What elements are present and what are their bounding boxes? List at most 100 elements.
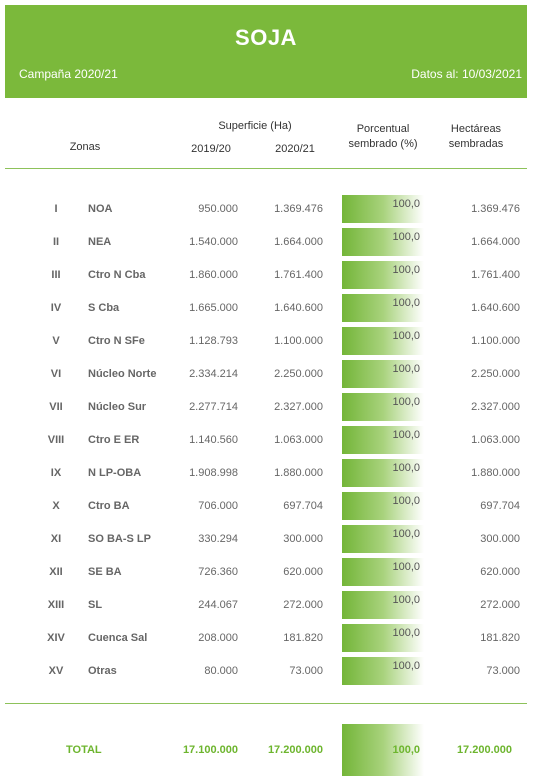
- hectareas-sembradas: 620.000: [480, 566, 520, 578]
- table-row: VIII Ctro E ER 1.140.560 1.063.000 100,0 1.06…: [0, 424, 554, 457]
- zone-number: XI: [50, 533, 62, 545]
- percent-box: 100,0: [342, 360, 424, 388]
- zone-name: Otras: [88, 665, 117, 677]
- percent-box: 100,0: [342, 228, 424, 256]
- header-divider: [5, 168, 527, 169]
- percent-box: 100,0: [342, 327, 424, 355]
- percent-value: 100,0: [392, 561, 420, 573]
- zone-name: SL: [88, 599, 103, 611]
- table-row: XIII SL 244.067 272.000 100,0 272.000: [0, 589, 554, 622]
- campaign-label: Campaña 2020/21: [19, 67, 118, 81]
- header-year-2019-20: 2019/20: [191, 143, 231, 155]
- header-hectareas-line2: sembradas: [448, 138, 504, 150]
- percent-box: 100,0: [342, 591, 424, 619]
- data-date-label: Datos al: 10/03/2021: [411, 67, 522, 81]
- zone-number: IV: [50, 302, 62, 314]
- zone-number: III: [51, 269, 61, 281]
- zone-name: SE BA: [88, 566, 122, 578]
- surface-2019-20: 2.334.214: [189, 368, 238, 380]
- surface-2019-20: 1.540.000: [189, 236, 238, 248]
- total-2019-20: 17.100.000: [182, 744, 238, 756]
- percent-value: 100,0: [392, 627, 420, 639]
- surface-2019-20: 726.360: [198, 566, 238, 578]
- zone-name: NEA: [88, 236, 112, 248]
- page-title: SOJA: [235, 25, 297, 50]
- percent-box: 100,0: [342, 426, 424, 454]
- surface-2020-21: 73.000: [289, 665, 323, 677]
- surface-2020-21: 272.000: [283, 599, 323, 611]
- table-row: XI SO BA-S LP 330.294 300.000 100,0 300.000: [0, 523, 554, 556]
- zone-name: Cuenca Sal: [88, 632, 148, 644]
- percent-box: 100,0: [342, 459, 424, 487]
- table-row: X Ctro BA 706.000 697.704 100,0 697.704: [0, 490, 554, 523]
- title-banner: SOJA Campaña 2020/21 Datos al: 10/03/202…: [5, 5, 527, 98]
- surface-2019-20: 80.000: [204, 665, 238, 677]
- hectareas-sembradas: 300.000: [480, 533, 520, 545]
- surface-2019-20: 706.000: [198, 500, 238, 512]
- percent-value: 100,0: [392, 594, 420, 606]
- hectareas-sembradas: 1.880.000: [471, 467, 520, 479]
- hectareas-sembradas: 181.820: [480, 632, 520, 644]
- surface-2019-20: 950.000: [198, 203, 238, 215]
- surface-2020-21: 620.000: [283, 566, 323, 578]
- percent-box: 100,0: [342, 492, 424, 520]
- hectareas-sembradas: 73.000: [486, 665, 520, 677]
- surface-2019-20: 1.128.793: [189, 335, 238, 347]
- zone-number: X: [52, 500, 60, 512]
- surface-2020-21: 2.250.000: [274, 368, 323, 380]
- percent-value: 100,0: [392, 528, 420, 540]
- percent-box: 100,0: [342, 393, 424, 421]
- surface-2019-20: 1.665.000: [189, 302, 238, 314]
- table-row: III Ctro N Cba 1.860.000 1.761.400 100,0 1.76…: [0, 259, 554, 292]
- header-hectareas-line1: Hectáreas: [450, 123, 502, 135]
- table-row: IX N LP-OBA 1.908.998 1.880.000 100,0 1.880.0…: [0, 457, 554, 490]
- header-zonas: Zonas: [69, 141, 101, 153]
- percent-value: 100,0: [392, 363, 420, 375]
- zone-name: Ctro E ER: [88, 434, 140, 446]
- zone-name: Núcleo Sur: [88, 401, 147, 413]
- percent-box: 100,0: [342, 558, 424, 586]
- surface-2019-20: 1.908.998: [189, 467, 238, 479]
- table-row: I NOA 950.000 1.369.476 100,0 1.369.476: [0, 193, 554, 226]
- zone-number: V: [52, 335, 60, 347]
- surface-2020-21: 1.880.000: [274, 467, 323, 479]
- surface-2020-21: 1.761.400: [274, 269, 323, 281]
- zone-name: Núcleo Norte: [88, 368, 157, 380]
- hectareas-sembradas: 1.664.000: [471, 236, 520, 248]
- hectareas-sembradas: 272.000: [480, 599, 520, 611]
- zone-number: VI: [50, 368, 62, 380]
- zone-number: XIV: [47, 632, 65, 644]
- percent-value: 100,0: [392, 660, 420, 672]
- header-superficie: Superficie (Ha): [218, 120, 292, 132]
- surface-2020-21: 1.369.476: [274, 203, 323, 215]
- zone-number: XV: [48, 665, 64, 677]
- percent-value: 100,0: [392, 396, 420, 408]
- zone-number: XIII: [47, 599, 65, 611]
- surface-2020-21: 697.704: [283, 500, 323, 512]
- percent-box: 100,0: [342, 525, 424, 553]
- percent-box: 100,0: [342, 294, 424, 322]
- percent-box: 100,0: [342, 195, 424, 223]
- zone-name: S Cba: [88, 302, 120, 314]
- hectareas-sembradas: 1.100.000: [471, 335, 520, 347]
- table-row: XIV Cuenca Sal 208.000 181.820 100,0 181.820: [0, 622, 554, 655]
- zone-number: XII: [49, 566, 63, 578]
- header-porcentual-line2: sembrado (%): [348, 138, 418, 150]
- surface-2019-20: 208.000: [198, 632, 238, 644]
- zone-name: N LP-OBA: [88, 467, 142, 479]
- zone-name: NOA: [88, 203, 113, 215]
- table-row: II NEA 1.540.000 1.664.000 100,0 1.664.000: [0, 226, 554, 259]
- total-percent-box: 100,0: [342, 724, 424, 776]
- hectareas-sembradas: 1.761.400: [471, 269, 520, 281]
- table-row: VI Núcleo Norte 2.334.214 2.250.000 100,0 2.2…: [0, 358, 554, 391]
- table-row: XV Otras 80.000 73.000 100,0 73.000: [0, 655, 554, 688]
- header-year-2020-21: 2020/21: [275, 143, 315, 155]
- zone-number: VII: [49, 401, 63, 413]
- percent-box: 100,0: [342, 261, 424, 289]
- hectareas-sembradas: 2.327.000: [471, 401, 520, 413]
- surface-2020-21: 300.000: [283, 533, 323, 545]
- percent-value: 100,0: [392, 330, 420, 342]
- surface-2020-21: 1.664.000: [274, 236, 323, 248]
- percent-value: 100,0: [392, 429, 420, 441]
- surface-2020-21: 1.063.000: [274, 434, 323, 446]
